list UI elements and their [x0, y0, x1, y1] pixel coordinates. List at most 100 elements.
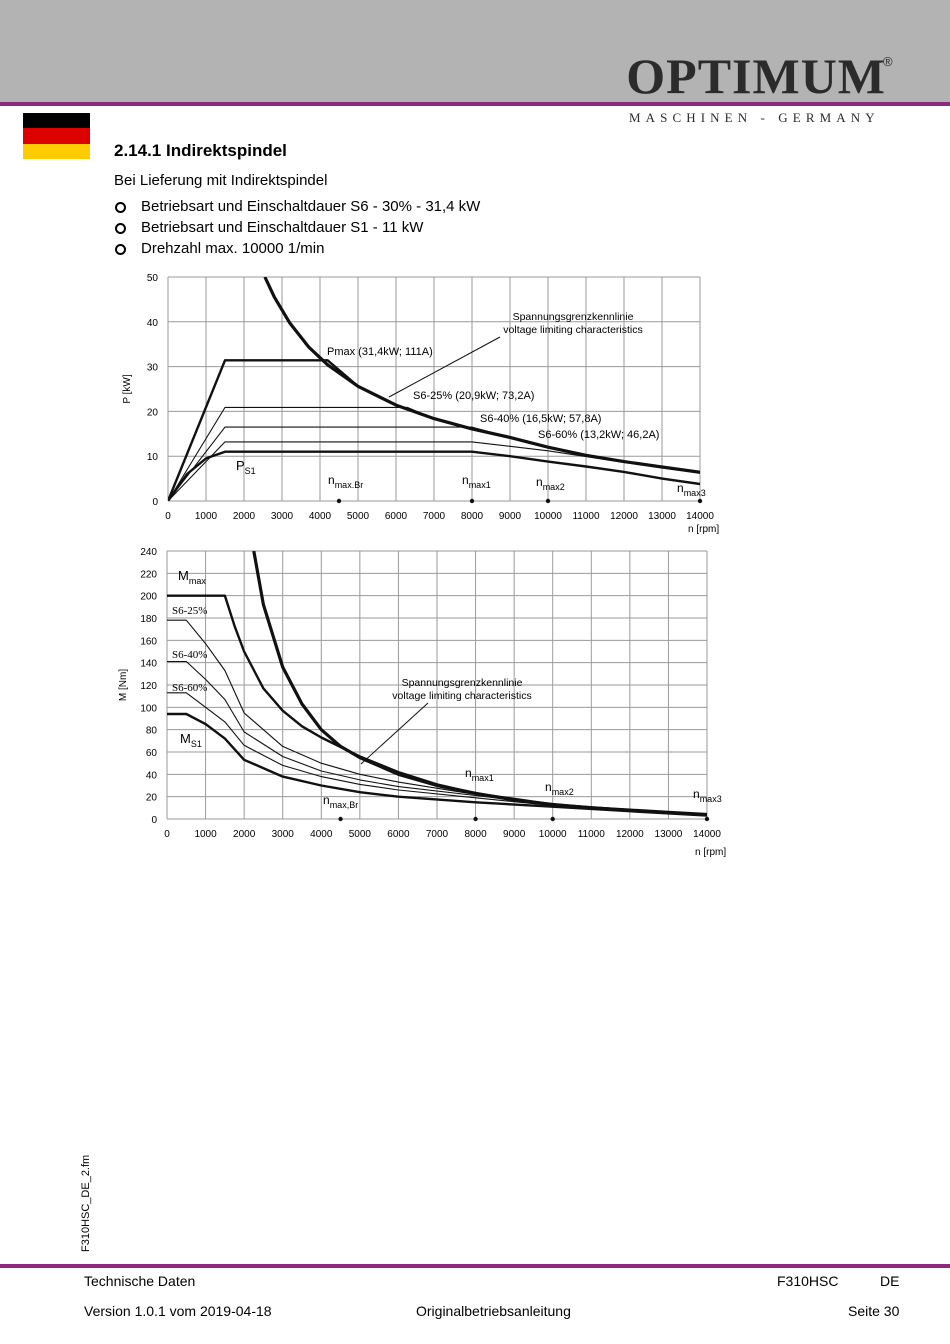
x-tick-label: 14000 — [693, 829, 721, 840]
x-axis-label: n [rpm] — [688, 524, 719, 535]
footer-lang: DE — [880, 1273, 900, 1289]
x-tick-label: 5000 — [349, 829, 372, 840]
x-tick-label: 5000 — [347, 511, 370, 522]
nmax3-label: nmax3 — [677, 481, 706, 498]
x-tick-label: 10000 — [534, 511, 562, 522]
x-tick-label: 10000 — [539, 829, 567, 840]
nmax1-label: nmax1 — [462, 473, 491, 490]
x-tick-label: 2000 — [233, 511, 256, 522]
x-tick-label: 1000 — [194, 829, 217, 840]
spec-text: Betriebsart und Einschaltdauer S1 - 11 k… — [141, 219, 424, 236]
nmax3-label: nmax3 — [693, 787, 722, 804]
nmax-marker — [469, 498, 475, 504]
y-tick-label: 40 — [146, 770, 158, 781]
limit-label-de: Spannungsgrenzkennlinie — [513, 311, 634, 323]
german-flag-icon — [23, 113, 90, 159]
footer-page: Seite 30 — [848, 1303, 900, 1319]
nmax2-label: nmax2 — [536, 475, 565, 492]
x-tick-label: 11000 — [578, 829, 606, 840]
s6-25-label: S6-25% (20,9kW; 73,2A) — [413, 390, 534, 402]
header-rule — [0, 102, 950, 106]
bullet-icon — [115, 202, 126, 213]
y-tick-label: 0 — [152, 497, 158, 508]
nmax-br-label-subscript: max.Br — [335, 480, 364, 490]
y-tick-label: 100 — [140, 703, 157, 714]
file-name-label: F310HSC_DE_2.fm — [80, 1154, 92, 1252]
x-tick-label: 4000 — [309, 511, 332, 522]
s6-40-label: S6-40% (16,5kW; 57,8A) — [480, 413, 601, 425]
nmax-br-label: nmax.Br — [328, 473, 363, 490]
limit-label-de: Spannungsgrenzkennlinie — [402, 677, 523, 689]
leader-line — [388, 336, 501, 398]
y-tick-label: 160 — [140, 636, 157, 647]
series-line-s6-60- — [168, 441, 700, 501]
x-tick-label: 3000 — [272, 829, 295, 840]
spec-text: Betriebsart und Einschaltdauer S6 - 30% … — [141, 198, 481, 215]
y-axis-label: P [kW] — [122, 374, 133, 403]
x-tick-label: 0 — [165, 511, 171, 522]
limit-label-en: voltage limiting characteristics — [392, 690, 531, 702]
y-tick-label: 60 — [146, 748, 158, 759]
series-line-s6-40- — [168, 426, 700, 501]
ps1-label-subscript: S1 — [245, 466, 256, 476]
y-tick-label: 200 — [140, 592, 157, 603]
spec-list-item: Drehzahl max. 10000 1/min — [114, 239, 480, 260]
ms1-label: MS1 — [180, 731, 202, 749]
nmax1-label-subscript: max1 — [469, 480, 491, 490]
y-tick-label: 140 — [140, 659, 157, 670]
x-tick-label: 2000 — [233, 829, 256, 840]
y-tick-label: 0 — [151, 815, 157, 826]
x-tick-label: 7000 — [426, 829, 449, 840]
s6-60-label: S6-60% — [172, 682, 207, 694]
x-tick-label: 8000 — [461, 511, 484, 522]
brand-tagline: MASCHINEN - GERMANY — [629, 110, 880, 125]
y-tick-label: 20 — [147, 407, 159, 418]
y-tick-label: 220 — [140, 569, 157, 580]
x-tick-label: 11000 — [572, 511, 600, 522]
x-tick-label: 0 — [164, 829, 170, 840]
series-line-ms1 — [167, 712, 707, 817]
x-tick-label: 12000 — [616, 829, 644, 840]
ps1-label: PS1 — [236, 458, 256, 476]
footer-model: F310HSC — [777, 1273, 839, 1289]
footer-section: Technische Daten — [84, 1273, 196, 1289]
nmax2-label-subscript: max2 — [543, 482, 565, 492]
nmax-marker — [338, 816, 343, 822]
section-title: 2.14.1 Indirektspindel — [114, 141, 287, 160]
nmax-marker — [704, 816, 710, 822]
nmax1-label-subscript: max1 — [472, 773, 494, 783]
pmax-label: Pmax (31,4kW; 111A) — [327, 346, 433, 358]
x-tick-label: 12000 — [610, 511, 638, 522]
y-tick-label: 40 — [147, 318, 159, 329]
x-tick-label: 9000 — [503, 829, 526, 840]
series-line-s6-40- — [167, 660, 707, 816]
spec-list: Betriebsart und Einschaltdauer S6 - 30% … — [114, 197, 480, 260]
limit-label-en: voltage limiting characteristics — [503, 324, 642, 336]
nmax-br-label: nmax,Br — [323, 793, 358, 810]
leader-line — [360, 702, 429, 765]
x-tick-label: 8000 — [464, 829, 487, 840]
series-line-ps1 — [168, 450, 700, 501]
bullet-icon — [115, 244, 126, 255]
spec-text: Drehzahl max. 10000 1/min — [141, 240, 325, 257]
footer-doc: Originalbetriebsanleitung — [416, 1303, 571, 1319]
spec-list-item: Betriebsart und Einschaltdauer S6 - 30% … — [114, 197, 480, 218]
y-tick-label: 20 — [146, 793, 158, 804]
spec-list-item: Betriebsart und Einschaltdauer S1 - 11 k… — [114, 218, 480, 239]
y-tick-label: 10 — [147, 452, 159, 463]
x-tick-label: 3000 — [271, 511, 294, 522]
s6-25-label: S6-25% — [172, 605, 207, 617]
y-tick-label: 80 — [146, 726, 158, 737]
nmax1-label: nmax1 — [465, 766, 494, 783]
y-tick-label: 120 — [140, 681, 157, 692]
nmax3-label-subscript: max3 — [700, 794, 722, 804]
mmax-label: Mmax — [178, 568, 206, 586]
x-axis-label: n [rpm] — [695, 847, 726, 858]
x-tick-label: 13000 — [655, 829, 683, 840]
s6-40-label: S6-40% — [172, 649, 207, 661]
registered-mark: ® — [883, 54, 893, 69]
x-tick-label: 1000 — [195, 511, 218, 522]
x-tick-label: 6000 — [387, 829, 410, 840]
